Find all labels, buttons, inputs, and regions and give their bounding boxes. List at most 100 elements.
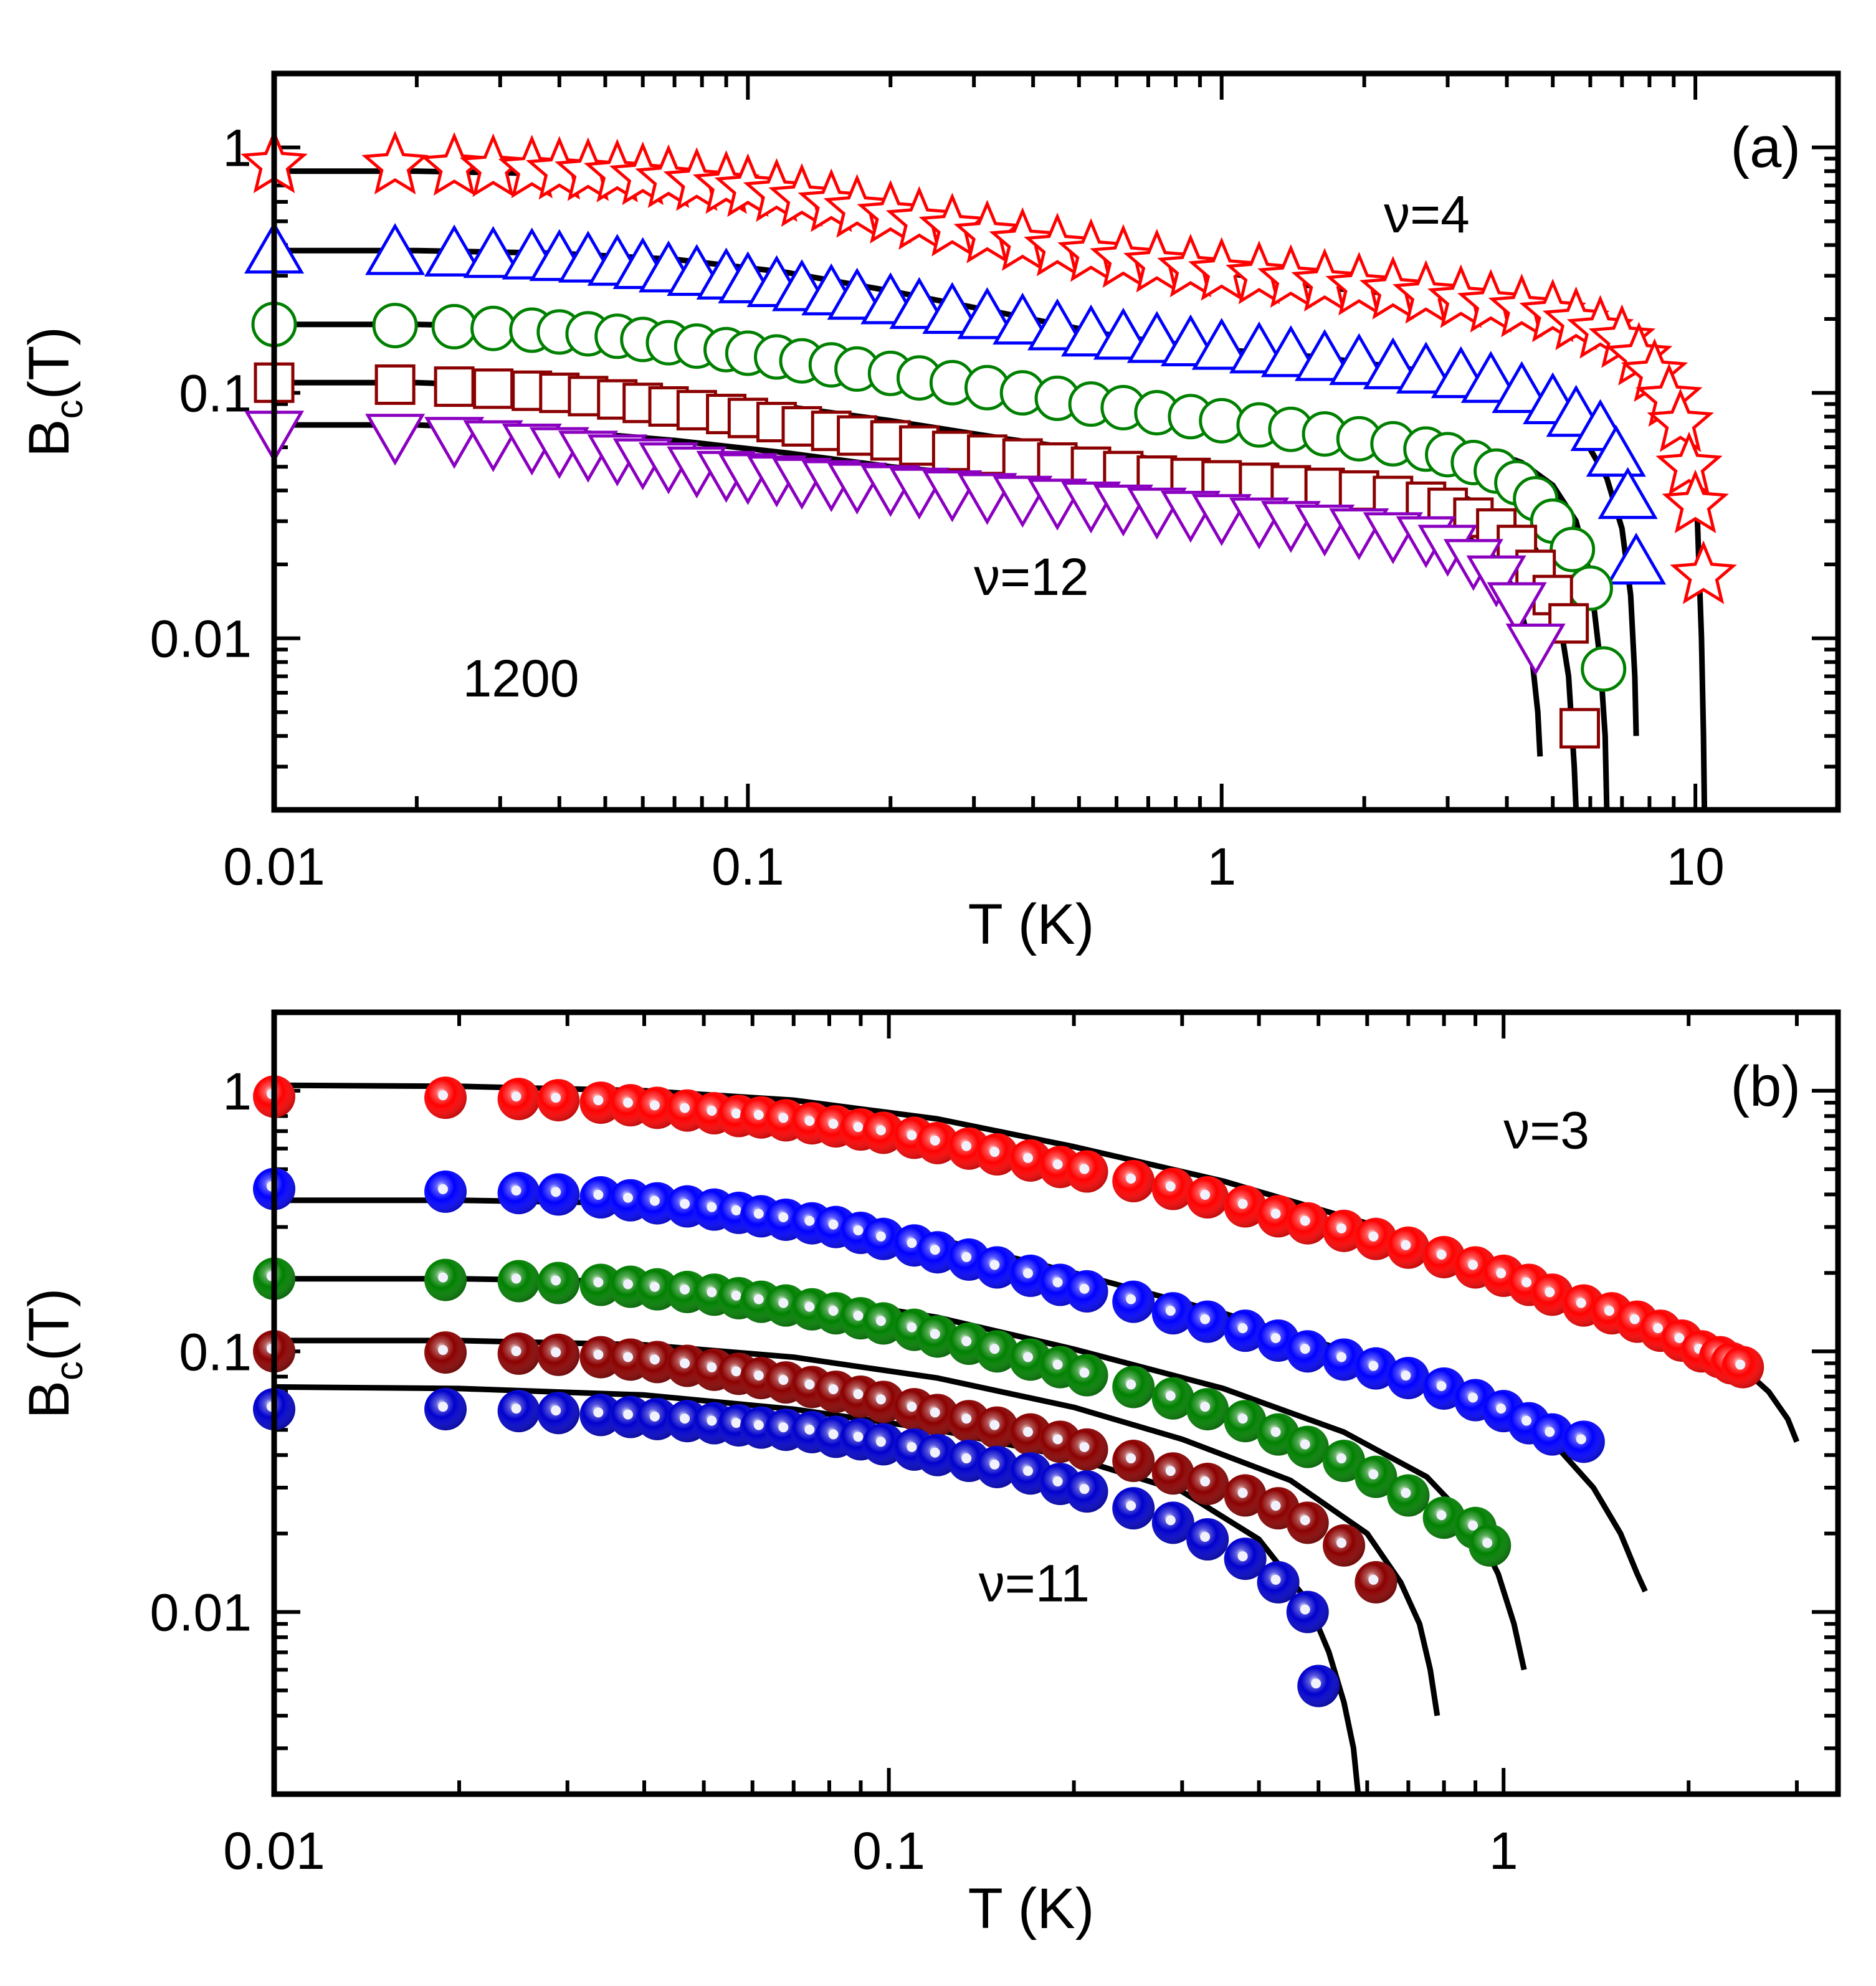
data-point-highlight [1200,1531,1211,1542]
data-point-highlight [511,1404,521,1414]
data-point-highlight [1368,1574,1379,1585]
data-point-highlight [1237,1551,1248,1562]
data-point-highlight [1165,1306,1176,1316]
data-point-highlight [707,1362,717,1372]
data-point-highlight [1401,1240,1411,1250]
data-point-highlight [623,1279,634,1290]
data-point-highlight [680,1284,690,1295]
data-point-highlight [853,1432,864,1442]
data-point-highlight [511,1346,521,1356]
data-point-highlight [731,1418,741,1428]
data-point-highlight [930,1245,940,1255]
y-tick-label: 0.01 [150,610,252,668]
data-point [539,373,580,414]
data-point-highlight [753,1371,764,1381]
data-point-highlight [1270,1333,1281,1343]
data-point-highlight [1576,1298,1586,1308]
data-point-highlight [623,1352,634,1362]
data-point [1188,237,1255,301]
data-point-highlight [753,1109,764,1120]
data-point-highlight [1165,1466,1176,1476]
data-point [361,130,429,195]
data-point-highlight [1052,1434,1063,1445]
data-point-highlight [778,1422,789,1433]
y-tick-label: 0.1 [179,1323,252,1381]
data-point [1655,431,1723,495]
data-point-highlight [828,1219,839,1230]
data-point [966,434,1007,475]
data-point [1606,532,1667,585]
data-point [1586,424,1646,477]
data-point-highlight [1126,1501,1136,1511]
data-point-highlight [1300,1344,1310,1354]
data-point-highlight [828,1429,839,1440]
x-tick-label: 1 [1489,1822,1518,1880]
data-point-highlight [961,1252,972,1262]
data-point-highlight [511,1185,521,1196]
annotation: ν=3 [1503,1101,1589,1160]
data-point-highlight [593,1407,604,1418]
data-point-highlight [1336,1453,1347,1464]
data-point-highlight [828,1384,839,1395]
data-point [1581,646,1627,692]
data-point [931,430,973,472]
data-point-highlight [1165,1181,1176,1192]
data-point [470,305,517,351]
data-point-highlight [1079,1367,1090,1378]
data-point-highlight [828,1306,839,1316]
data-point-highlight [875,1394,886,1405]
data-point-highlight [1604,1306,1614,1316]
data-point [431,303,477,349]
y-tick-label: 0.01 [150,1584,252,1642]
data-point-highlight [1126,1294,1136,1304]
data-point-highlight [1311,1678,1321,1689]
data-point [1024,212,1091,277]
plot-frame [271,70,1841,813]
data-point [1295,329,1355,381]
data-point-highlight [853,1389,864,1400]
data-point [1466,555,1526,608]
series-5 [244,411,1566,676]
data-point-highlight [1336,1223,1347,1233]
data-point-highlight [551,1093,561,1103]
data-point [1338,470,1379,511]
series-2 [253,1167,1605,1463]
data-point-highlight [1368,1231,1379,1242]
data-point [1597,467,1658,520]
x-axis-title: T (K) [968,893,1095,956]
data-point [922,282,983,335]
data-point [837,415,878,456]
data-point-highlight [930,1447,940,1458]
panel-a: 0.01 0.1 1 10 0.01 0.1 1 T (K) Bc(T) ν=4 ν=12 1200 (… [17,70,1841,956]
data-point-highlight [551,1275,561,1286]
series-4 [254,362,1600,749]
data-point-highlight [1079,1283,1090,1294]
data-point-highlight [680,1358,690,1369]
data-point-highlight [680,1199,690,1209]
data-point [1257,244,1325,308]
data-point [1487,582,1547,635]
data-point [889,277,950,330]
data-point-highlight [1368,1469,1379,1480]
data-point [424,417,485,469]
data-point-highlight [753,1209,764,1219]
data-point-highlight [989,1459,1000,1470]
data-point [1488,273,1556,338]
data-point-highlight [1052,1359,1063,1370]
data-point [1325,252,1393,316]
data-point [1359,255,1427,320]
annotation: ν=4 [1384,185,1470,244]
data-point [473,368,514,409]
data-point-highlight [1629,1314,1640,1324]
data-point-highlight [438,1402,449,1412]
data-point [1393,260,1460,324]
data-point-highlight [1200,1314,1211,1324]
data-point-highlight [804,1424,815,1435]
data-point-highlight [875,1125,886,1136]
data-point-highlight [731,1366,741,1377]
data-point [1260,325,1321,378]
data-point-highlight [438,1272,449,1283]
data-point-highlight [623,1409,634,1420]
data-point [463,420,523,472]
data-point [1670,540,1737,604]
